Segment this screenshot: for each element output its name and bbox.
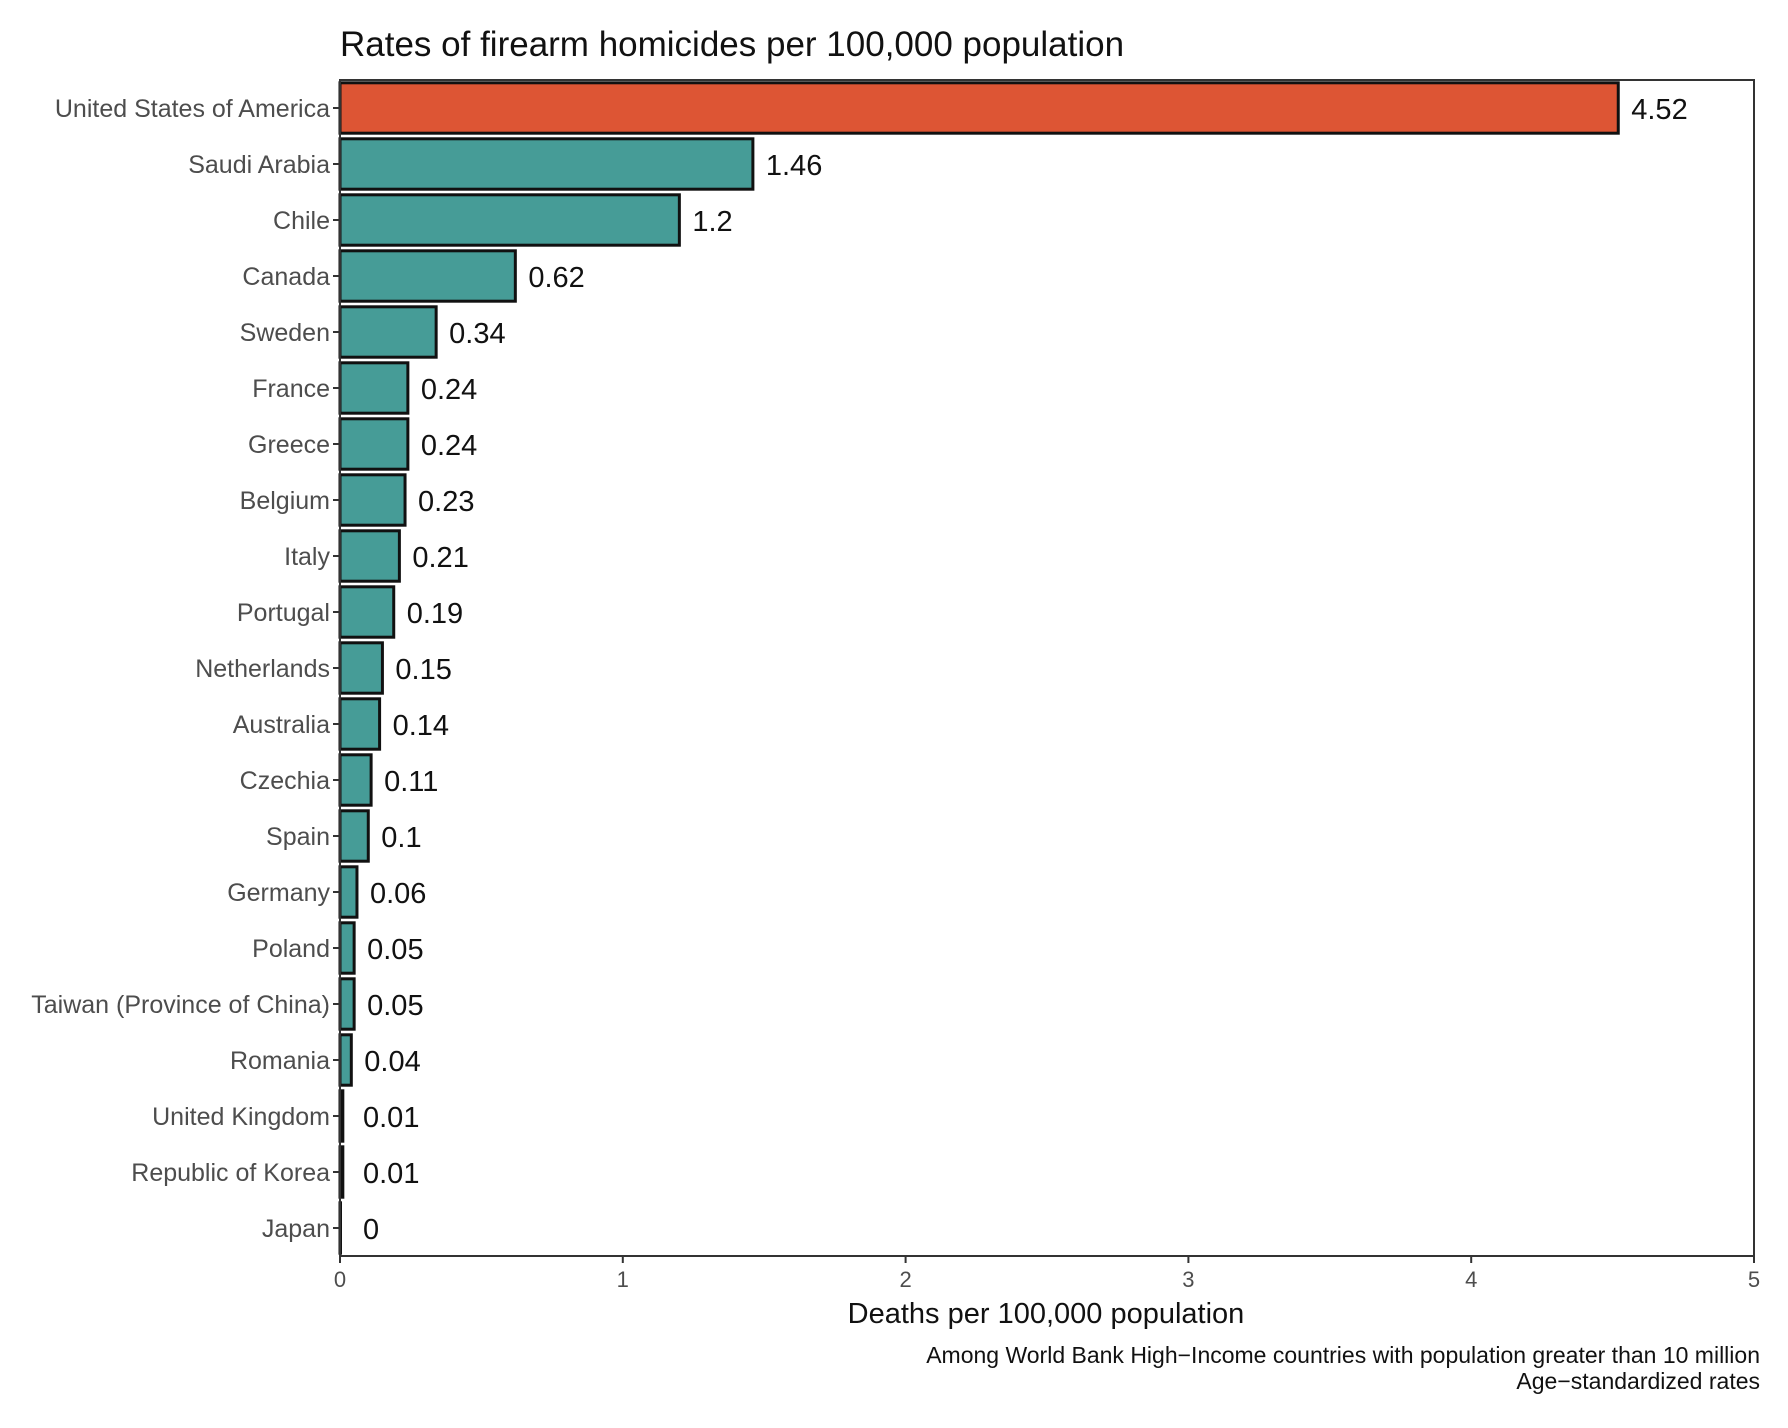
data-label: 0.05 xyxy=(367,990,423,1022)
data-label: 0.19 xyxy=(407,598,463,630)
category-label: Netherlands xyxy=(195,655,330,683)
data-label: 4.52 xyxy=(1631,94,1687,126)
bar xyxy=(338,1033,353,1087)
category-label: Romania xyxy=(230,1047,330,1075)
x-tick-label: 0 xyxy=(334,1267,346,1292)
category-label: Italy xyxy=(284,543,330,571)
data-label: 0.04 xyxy=(364,1046,420,1078)
category-label: Australia xyxy=(233,711,330,739)
chart-title: Rates of firearm homicides per 100,000 p… xyxy=(340,25,1124,64)
bar xyxy=(338,305,438,359)
bar xyxy=(338,417,410,471)
category-label: Greece xyxy=(248,431,330,459)
data-label: 0.06 xyxy=(370,878,426,910)
x-tick-label: 3 xyxy=(1182,1267,1194,1292)
data-label: 0.21 xyxy=(412,542,468,574)
bar xyxy=(338,249,517,303)
data-label: 1.46 xyxy=(766,150,822,182)
data-label: 1.2 xyxy=(692,206,732,238)
category-label: Czechia xyxy=(240,767,330,795)
category-label: Spain xyxy=(266,823,330,851)
category-label: Belgium xyxy=(240,487,330,515)
category-label: United Kingdom xyxy=(152,1103,330,1131)
x-tick-label: 1 xyxy=(617,1267,629,1292)
x-tick-label: 4 xyxy=(1465,1267,1477,1292)
bar xyxy=(338,641,384,695)
data-label: 0.24 xyxy=(421,430,477,462)
data-label: 0.62 xyxy=(528,262,584,294)
category-label: Chile xyxy=(273,207,330,235)
x-tick-label: 2 xyxy=(899,1267,911,1292)
bar xyxy=(338,361,410,415)
value-labels-group: 4.52 1.46 1.2 0.62 0.34 0.24 0.24 0.23 0.21 0.19 0… xyxy=(363,94,1688,1246)
category-labels-group: United States of America Saudi Arabia Chil… xyxy=(31,95,340,1243)
data-label: 0.15 xyxy=(395,654,451,686)
bar xyxy=(338,473,407,527)
category-label: Canada xyxy=(242,263,330,291)
data-label: 0.1 xyxy=(381,822,421,854)
caption-line-1: Among World Bank High−Income countries w… xyxy=(926,1342,1760,1368)
data-label: 0 xyxy=(363,1214,379,1246)
data-label: 0.23 xyxy=(418,486,474,518)
category-label: Sweden xyxy=(240,319,330,347)
data-label: 0.01 xyxy=(363,1158,419,1190)
bar xyxy=(338,81,1620,135)
category-label: Republic of Korea xyxy=(131,1159,330,1187)
bar xyxy=(338,753,373,807)
x-axis: 0 1 2 3 4 5 xyxy=(334,1256,1760,1292)
data-label: 0.14 xyxy=(393,710,449,742)
x-tick-label: 5 xyxy=(1748,1267,1760,1292)
category-label: Poland xyxy=(252,935,330,963)
bar xyxy=(338,193,681,247)
bar xyxy=(338,529,401,583)
category-label: Portugal xyxy=(237,599,330,627)
data-label: 0.24 xyxy=(421,374,477,406)
caption-line-2: Age−standardized rates xyxy=(1516,1368,1760,1394)
bar xyxy=(338,921,356,975)
data-label: 0.05 xyxy=(367,934,423,966)
data-label: 0.11 xyxy=(384,766,438,798)
bars-group xyxy=(338,81,1620,1255)
category-label: Germany xyxy=(227,879,330,907)
category-label: Japan xyxy=(262,1215,330,1243)
category-label: Saudi Arabia xyxy=(188,151,330,179)
data-label: 0.01 xyxy=(363,1102,419,1134)
bar xyxy=(338,977,356,1031)
x-axis-title: Deaths per 100,000 population xyxy=(848,1298,1245,1330)
plot-panel-border xyxy=(339,79,1755,1257)
category-label: France xyxy=(252,375,330,403)
bar xyxy=(338,697,382,751)
data-label: 0.34 xyxy=(449,318,505,350)
bar xyxy=(338,585,396,639)
bar xyxy=(338,865,359,919)
category-label: Taiwan (Province of China) xyxy=(31,991,330,1019)
bar xyxy=(338,137,755,191)
category-label: United States of America xyxy=(55,95,330,123)
bar xyxy=(338,809,370,863)
